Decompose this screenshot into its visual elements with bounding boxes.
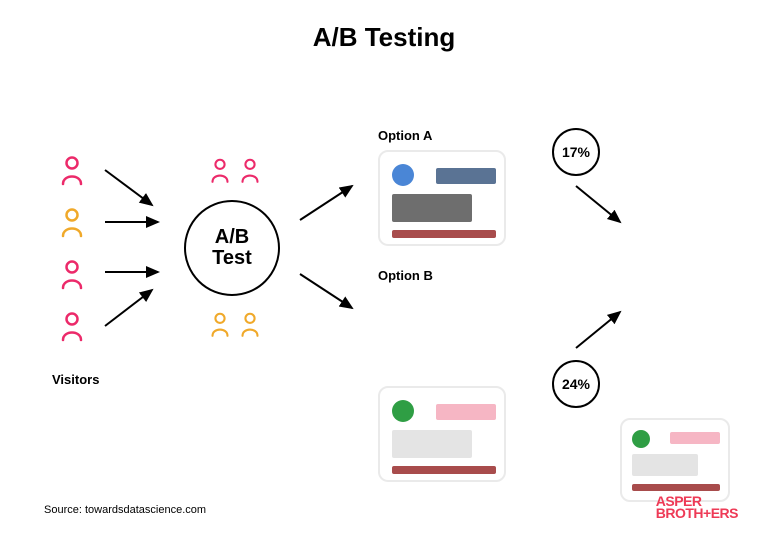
card-bar-mid <box>392 430 472 458</box>
card-dot <box>392 400 414 422</box>
card-bar-bot <box>392 230 496 238</box>
person-icon <box>240 312 260 338</box>
card-dot <box>632 430 650 448</box>
page-title: A/B Testing <box>0 22 768 53</box>
brand-logo: ASPER BROTH+ERS <box>656 495 738 520</box>
person-icon <box>210 158 230 184</box>
card-dot <box>392 164 414 186</box>
source-attribution: Source: towardsdatascience.com <box>44 504 206 516</box>
option-a-label-text: Option A <box>378 128 432 143</box>
card-bar-top <box>436 168 496 184</box>
visitors-label-text: Visitors <box>52 372 99 387</box>
flow-arrow <box>105 290 152 326</box>
person-icon <box>60 208 84 238</box>
card-bar-bot <box>392 466 496 474</box>
card-bar-top <box>436 404 496 420</box>
brand-line-2: BROTH+ERS <box>656 507 738 520</box>
card-bar-mid <box>392 194 472 222</box>
option-b-label: Option B <box>378 268 433 283</box>
option-b-card <box>378 386 506 482</box>
visitors-label: Visitors <box>52 372 99 387</box>
person-icon <box>60 156 84 186</box>
flow-arrow <box>300 274 352 308</box>
option-b-label-text: Option B <box>378 268 433 283</box>
option-a-card <box>378 150 506 246</box>
flow-arrow <box>300 186 352 220</box>
option-a-label: Option A <box>378 128 432 143</box>
ab-test-node-label: A/BTest <box>212 227 252 269</box>
person-icon <box>60 260 84 290</box>
group-b-person-icon <box>210 312 230 343</box>
title-text: A/B Testing <box>313 22 456 52</box>
visitor-icon <box>60 156 84 191</box>
card-bar-mid <box>632 454 698 476</box>
group-a-person-icon <box>240 158 260 189</box>
percent-a-badge: 17% <box>552 128 600 176</box>
winner-card <box>620 418 730 502</box>
group-a-person-icon <box>210 158 230 189</box>
card-bar-top <box>670 432 720 444</box>
flow-arrow <box>576 186 620 222</box>
ab-test-node: A/BTest <box>184 200 280 296</box>
person-icon <box>240 158 260 184</box>
flow-arrow <box>576 312 620 348</box>
person-icon <box>210 312 230 338</box>
flow-arrow <box>105 170 152 205</box>
source-text: Source: towardsdatascience.com <box>44 504 206 516</box>
percent-a-text: 17% <box>562 144 590 160</box>
card-bar-bot <box>632 484 720 491</box>
group-b-person-icon <box>240 312 260 343</box>
percent-b-text: 24% <box>562 376 590 392</box>
person-icon <box>60 312 84 342</box>
visitor-icon <box>60 208 84 243</box>
percent-b-badge: 24% <box>552 360 600 408</box>
visitor-icon <box>60 312 84 347</box>
visitor-icon <box>60 260 84 295</box>
